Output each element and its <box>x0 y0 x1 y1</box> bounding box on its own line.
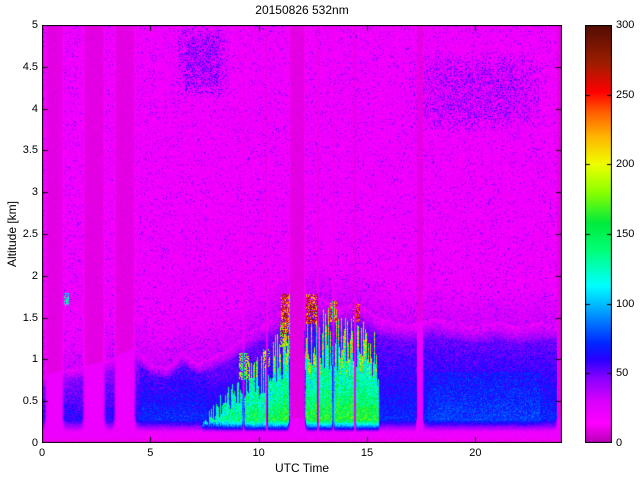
y-tick-label: 3.5 <box>22 144 38 157</box>
colorbar-tick-label: 50 <box>616 367 629 380</box>
x-tick-label: 5 <box>147 447 154 459</box>
x-axis-label: UTC Time <box>275 461 329 475</box>
colorbar-tick-label: 200 <box>616 158 635 171</box>
y-tick-label: 0 <box>31 437 38 449</box>
y-tick-label: 2 <box>31 269 38 282</box>
colorbar-canvas <box>585 25 612 443</box>
x-tick-label: 10 <box>252 447 265 459</box>
colorbar-tick-label: 100 <box>616 297 635 310</box>
colorbar-tick-label: 300 <box>616 19 635 31</box>
y-tick-label: 4.5 <box>22 60 38 73</box>
heatmap-canvas <box>42 25 562 443</box>
y-tick-label: 2.5 <box>22 228 38 240</box>
colorbar-tick-label: 250 <box>616 88 635 101</box>
y-tick-label: 1.5 <box>22 311 38 324</box>
colorbar-tick-label: 150 <box>616 228 635 240</box>
x-tick-label: 0 <box>38 447 46 459</box>
y-tick-label: 0.5 <box>22 395 38 408</box>
y-tick-label: 3 <box>31 186 38 199</box>
chart-title: 20150826 532nm <box>255 3 349 17</box>
colorbar-tick-label: 0 <box>616 437 623 449</box>
y-tick-label: 1 <box>31 353 38 366</box>
x-tick-label: 15 <box>360 447 374 459</box>
y-tick-label: 5 <box>31 19 38 31</box>
x-tick-label: 20 <box>469 447 482 459</box>
y-tick-label: 4 <box>31 102 38 115</box>
